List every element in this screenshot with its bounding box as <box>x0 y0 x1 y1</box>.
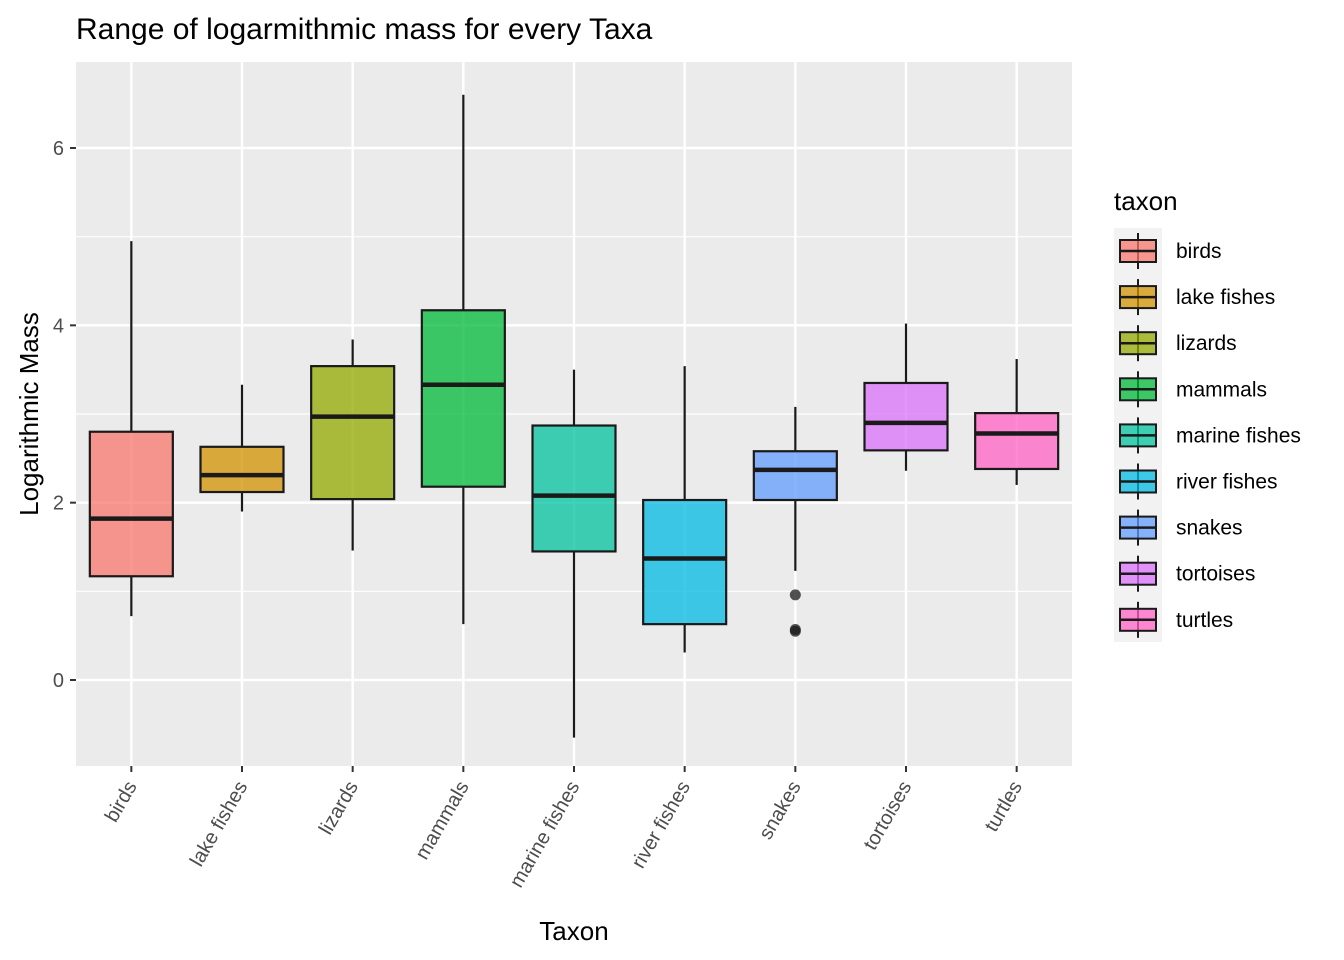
x-tick-label: marine fishes <box>506 778 585 892</box>
x-axis: birds lake fishes lizards mammals marine fis… <box>101 766 1027 892</box>
x-tick-label: tortoises <box>859 778 916 854</box>
legend-item: lake fishes <box>1119 279 1275 316</box>
y-tick-label: 2 <box>53 493 64 515</box>
box-iqr <box>199 445 285 494</box>
x-tick-label: snakes <box>755 778 806 844</box>
legend-label: mammals <box>1176 378 1267 401</box>
box-lizards <box>310 339 396 551</box>
legend-item: birds <box>1119 233 1222 269</box>
box-river-fishes <box>642 366 728 653</box>
legend-label: lizards <box>1176 332 1237 355</box>
chart-title: Range of logarmithmic mass for every Tax… <box>76 13 653 46</box>
box-iqr <box>752 450 838 502</box>
legend-item: turtles <box>1119 601 1233 638</box>
box-mammals <box>420 94 506 625</box>
legend-items: birds lake fishes lizards mammals marine fis… <box>1119 233 1301 638</box>
outlier-point <box>789 589 801 601</box>
box-iqr <box>642 498 728 626</box>
boxes-layer <box>88 94 1060 738</box>
x-axis-title: Taxon <box>539 916 608 946</box>
outlier-point <box>789 623 801 635</box>
y-tick-label: 6 <box>53 138 64 160</box>
legend-item: river fishes <box>1119 463 1278 500</box>
x-tick-label: lake fishes <box>186 778 252 871</box>
legend-label: snakes <box>1176 517 1243 540</box>
x-tick-label: mammals <box>411 778 473 864</box>
y-tick-label: 4 <box>53 315 64 337</box>
legend-item: tortoises <box>1119 555 1255 592</box>
x-tick-label: birds <box>101 778 142 827</box>
box-iqr <box>531 424 617 553</box>
box-iqr <box>88 430 174 578</box>
legend-label: lake fishes <box>1176 286 1275 309</box>
legend-item: mammals <box>1119 371 1267 408</box>
box-birds <box>88 241 174 617</box>
box-iqr <box>310 365 396 501</box>
legend-label: river fishes <box>1176 471 1278 494</box>
legend-label: birds <box>1176 240 1222 263</box>
legend: taxon birds lake fishes lizards mammals mari… <box>1114 186 1301 642</box>
box-snakes <box>752 406 838 637</box>
legend-item: lizards <box>1119 325 1237 362</box>
x-tick-label: turtles <box>981 778 1027 836</box>
y-axis-title: Logarithmic Mass <box>14 312 44 516</box>
box-turtles <box>974 359 1060 485</box>
box-marine-fishes <box>531 369 617 738</box>
legend-label: turtles <box>1176 609 1233 632</box>
box-iqr <box>420 309 506 488</box>
box-iqr <box>974 412 1060 471</box>
box-iqr <box>863 381 949 452</box>
legend-item: snakes <box>1119 509 1243 546</box>
y-axis: 0 2 4 6 <box>53 138 76 692</box>
x-tick-label: lizards <box>315 778 363 839</box>
y-tick-label: 0 <box>53 670 64 692</box>
legend-label: tortoises <box>1176 563 1255 586</box>
legend-title: taxon <box>1114 186 1178 216</box>
box-tortoises <box>863 323 949 471</box>
x-tick-label: river fishes <box>628 778 695 873</box>
legend-label: marine fishes <box>1176 424 1301 447</box>
legend-item: marine fishes <box>1119 417 1301 454</box>
box-lake-fishes <box>199 384 285 512</box>
